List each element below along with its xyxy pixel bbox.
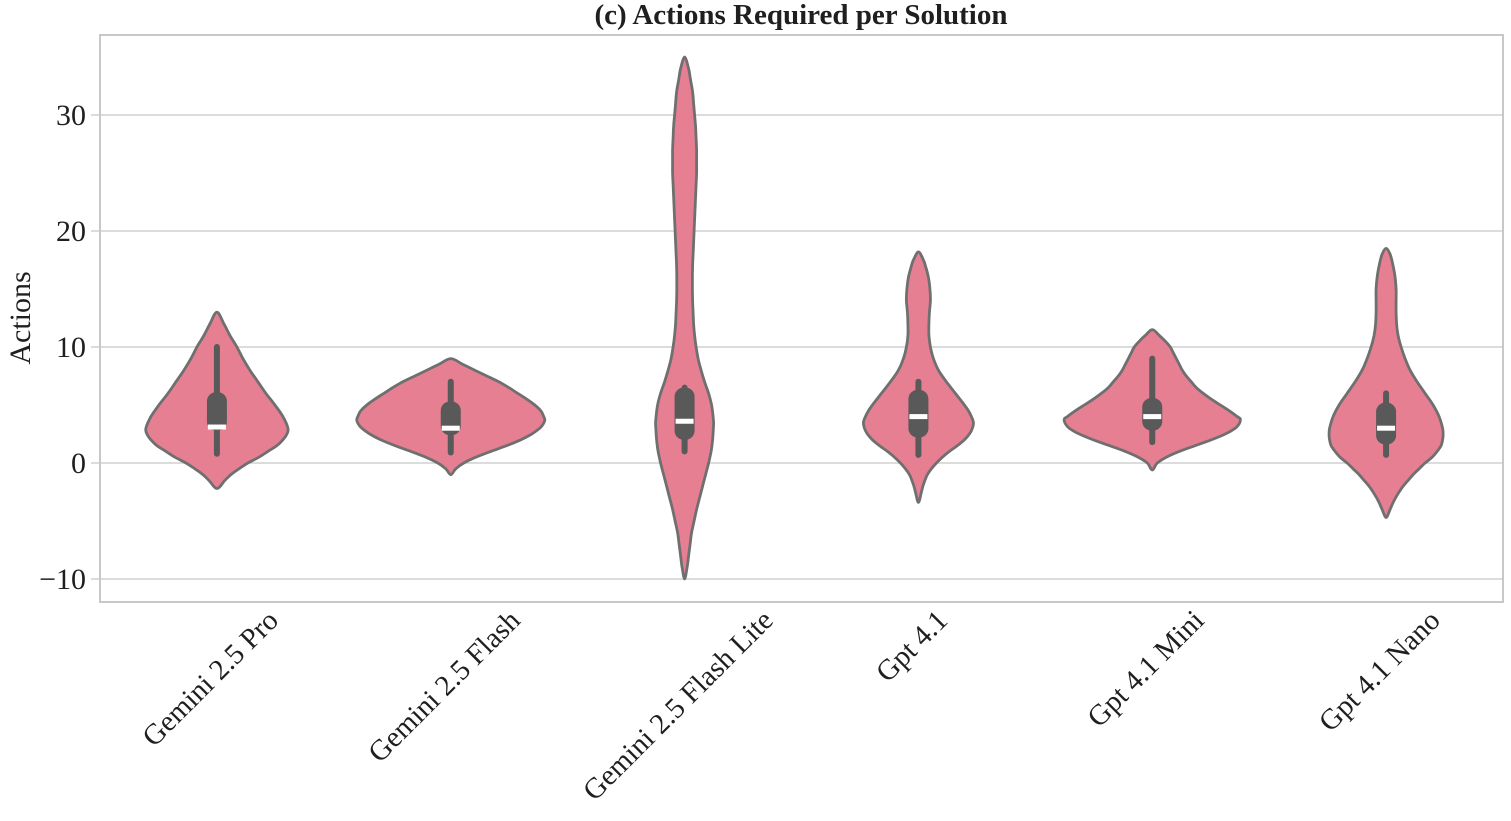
median-line-gpt-4-1-nano <box>1377 425 1396 431</box>
violin-gemini-2-5-flash-lite <box>654 55 715 581</box>
median-line-gemini-2-5-flash-lite <box>675 418 694 424</box>
violin-body-gpt-4-1-nano <box>1327 247 1445 519</box>
xtick-label-gemini-2-5-flash-lite: Gemini 2.5 Flash Lite <box>577 604 780 807</box>
violin-gpt-4-1-mini <box>1062 328 1242 472</box>
violin-gemini-2-5-pro <box>144 310 290 490</box>
ytick-label-0: 0 <box>71 447 86 480</box>
xtick-label-gpt-4-1-nano: Gpt 4.1 Nano <box>1313 604 1447 738</box>
median-line-gpt-4-1 <box>909 414 928 420</box>
y-axis-tick-labels: 30 20 10 0 −10 <box>39 99 86 596</box>
violin-body-gpt-4-1 <box>861 250 975 504</box>
ytick-label-10: 10 <box>56 331 86 364</box>
median-line-gemini-2-5-pro <box>207 424 226 430</box>
xtick-label-gpt-4-1: Gpt 4.1 <box>870 604 954 688</box>
ytick-label--10: −10 <box>39 563 86 596</box>
ytick-label-20: 20 <box>56 215 86 248</box>
violin-gpt-4-1 <box>861 250 975 504</box>
ytick-label-30: 30 <box>56 99 86 132</box>
gridlines <box>91 114 1503 580</box>
violin-body-gemini-2-5-flash-lite <box>654 55 715 581</box>
xtick-label-gemini-2-5-flash: Gemini 2.5 Flash <box>362 604 527 769</box>
median-line-gemini-2-5-flash <box>441 425 460 431</box>
iqr-box-gpt-4-1 <box>908 389 929 438</box>
x-axis-tick-labels: Gemini 2.5 Pro Gemini 2.5 Flash Gemini 2.5… <box>136 604 1446 807</box>
chart-title: (c) Actions Required per Solution <box>594 0 1007 31</box>
violin-gpt-4-1-nano <box>1327 247 1445 519</box>
plot-frame <box>99 34 1504 603</box>
xtick-label-gemini-2-5-pro: Gemini 2.5 Pro <box>136 604 285 753</box>
violins <box>144 55 1445 581</box>
xtick-label-gpt-4-1-mini: Gpt 4.1 Mini <box>1081 604 1210 733</box>
violin-gemini-2-5-flash <box>355 357 547 476</box>
iqr-box-gemini-2-5-pro <box>206 392 227 431</box>
iqr-box-gemini-2-5-flash-lite <box>674 387 695 440</box>
median-line-gpt-4-1-mini <box>1143 414 1162 420</box>
y-axis-label: Actions <box>4 271 37 364</box>
iqr-box-gpt-4-1-nano <box>1376 402 1397 445</box>
